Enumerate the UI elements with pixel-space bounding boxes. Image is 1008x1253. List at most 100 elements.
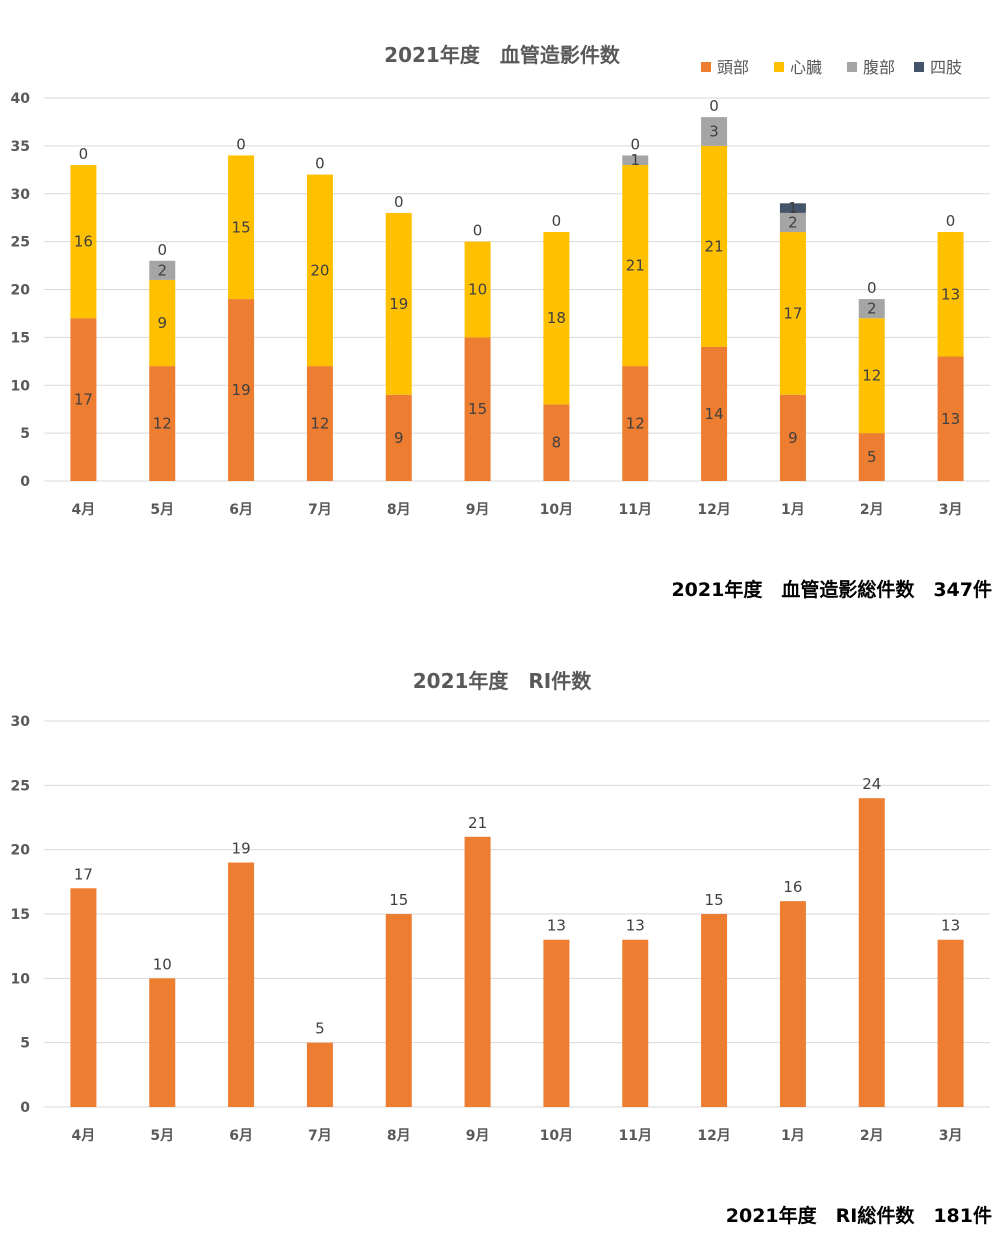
bar-segment (622, 939, 649, 1107)
data-label: 17 (74, 391, 93, 409)
data-labels: 17 10 19 5 15 21 13 13 15 16 24 13 (74, 775, 960, 1037)
data-label: 5 (867, 448, 877, 466)
y-tick-label: 15 (11, 907, 30, 923)
data-label: 12 (153, 415, 172, 433)
bar-segment (306, 366, 333, 481)
data-label: 19 (389, 295, 408, 313)
legend-label: 腹部 (863, 58, 895, 77)
data-label: 1 (788, 199, 798, 217)
y-tick-label: 5 (20, 1036, 30, 1052)
y-tick-label: 25 (11, 778, 30, 794)
x-tick-label: 1月 (781, 1128, 805, 1144)
legend-swatch (701, 62, 711, 72)
y-tick-label: 0 (20, 474, 30, 490)
x-axis-ticks: 4月 5月 6月 7月 8月 9月 10月 11月 12月 1月 2月 3月 (72, 502, 963, 518)
bar-segment (622, 165, 649, 367)
data-label: 12 (862, 367, 881, 385)
data-label: 0 (157, 241, 167, 259)
bar-segment (149, 279, 176, 367)
y-tick-label: 30 (11, 187, 31, 203)
bar-segment (228, 862, 255, 1107)
x-tick-label: 8月 (387, 502, 411, 518)
bar-segment (858, 433, 885, 481)
y-tick-label: 35 (11, 139, 30, 155)
y-tick-label: 20 (11, 843, 31, 859)
x-tick-label: 10月 (540, 502, 573, 518)
legend-swatch (774, 62, 784, 72)
bar-segment (70, 318, 97, 481)
data-label: 10 (153, 955, 172, 973)
y-gridlines (44, 97, 990, 482)
ri-total: 2021年度 RI総件数 181件 (725, 1205, 992, 1227)
bar-segment (701, 145, 728, 347)
data-label: 10 (468, 281, 487, 299)
bar-segment (779, 901, 806, 1107)
bar-segment (937, 939, 964, 1107)
y-tick-label: 25 (11, 235, 30, 251)
bar-segment (306, 174, 333, 367)
bar-segment (858, 318, 885, 434)
data-label: 0 (709, 97, 719, 115)
y-tick-label: 40 (11, 91, 31, 107)
x-tick-label: 12月 (697, 1128, 730, 1144)
data-label: 0 (946, 212, 956, 230)
data-label: 0 (79, 145, 89, 163)
bar-segment (543, 404, 570, 481)
bar-segment (858, 798, 885, 1107)
bars (70, 798, 964, 1107)
data-label: 2 (157, 261, 167, 279)
data-label: 0 (236, 135, 246, 153)
x-tick-label: 9月 (466, 502, 490, 518)
bar-segment (228, 155, 255, 300)
ri-chart: 2021年度 RI件数 0 5 10 15 20 25 30 17 10 19 5 15 21 13 13… (11, 669, 990, 1144)
legend-label: 心臓 (790, 58, 822, 77)
bar-segment (464, 836, 491, 1107)
data-label: 0 (552, 212, 562, 230)
y-tick-label: 5 (20, 426, 30, 442)
legend-label: 四肢 (930, 58, 962, 77)
data-label: 1 (630, 151, 640, 169)
x-tick-label: 7月 (308, 1128, 332, 1144)
bar-segment (149, 978, 176, 1107)
bar-segment (622, 155, 649, 166)
x-tick-label: 2月 (860, 1128, 884, 1144)
x-tick-label: 8月 (387, 1128, 411, 1144)
data-label: 9 (157, 314, 167, 332)
data-label: 13 (626, 917, 645, 935)
x-tick-label: 9月 (466, 1128, 490, 1144)
bar-segment (543, 232, 570, 405)
data-label: 15 (468, 400, 487, 418)
data-label: 16 (74, 233, 93, 251)
bar-segment (385, 394, 412, 481)
x-tick-label: 4月 (72, 502, 96, 518)
x-tick-label: 2月 (860, 502, 884, 518)
data-label: 17 (74, 865, 93, 883)
bar-segment (306, 1042, 333, 1107)
bar-segment (543, 939, 570, 1107)
y-axis-ticks: 0 5 10 15 20 25 30 (11, 714, 31, 1116)
x-tick-label: 10月 (540, 1128, 573, 1144)
x-tick-label: 12月 (697, 502, 730, 518)
data-label: 13 (941, 917, 960, 935)
data-label: 0 (473, 222, 483, 240)
y-tick-label: 10 (11, 378, 31, 394)
y-tick-label: 20 (11, 283, 31, 299)
data-labels: 1716012920191501220091901510081801221101… (74, 97, 960, 466)
bar-segment (701, 914, 728, 1107)
x-tick-label: 11月 (619, 502, 652, 518)
x-tick-label: 4月 (72, 1128, 96, 1144)
data-label: 12 (310, 415, 329, 433)
data-label: 2 (867, 300, 877, 318)
data-label: 13 (941, 410, 960, 428)
bar-segment (228, 299, 255, 481)
data-label: 20 (310, 261, 329, 279)
bar-segment (937, 356, 964, 481)
bar-segment (701, 117, 728, 146)
x-tick-label: 3月 (939, 502, 963, 518)
data-label: 24 (862, 775, 881, 793)
data-label: 19 (232, 840, 251, 858)
bar-segment (385, 914, 412, 1107)
x-tick-label: 3月 (939, 1128, 963, 1144)
